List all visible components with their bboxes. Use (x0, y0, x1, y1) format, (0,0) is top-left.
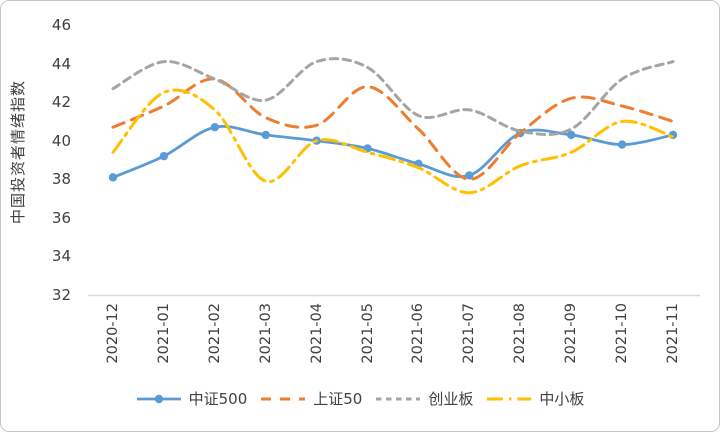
y-tick-label: 34 (51, 247, 71, 266)
y-tick-label: 44 (51, 54, 71, 73)
y-tick-label: 40 (51, 131, 71, 150)
legend-label: 创业板 (428, 390, 474, 408)
legend-item-4: 中小板 (486, 388, 584, 409)
legend-line-sample-icon (261, 397, 306, 400)
data-point-marker (108, 173, 118, 182)
y-tick-label: 46 (51, 15, 71, 34)
x-tick-label: 2021-11 (664, 303, 681, 364)
legend-item-3: 创业板 (375, 388, 473, 409)
x-tick-label: 2021-06 (410, 303, 427, 364)
legend-line-sample-icon (136, 394, 181, 403)
x-tick-label: 2021-10 (614, 303, 631, 364)
legend-line-sample-icon (376, 397, 421, 400)
y-tick-label: 38 (51, 170, 71, 189)
legend-label: 中证500 (188, 390, 248, 408)
x-tick-label: 2021-09 (563, 303, 580, 364)
data-point-marker (465, 171, 474, 180)
chart-legend: 中证500 上证50 创业板 中小板 (1, 388, 719, 409)
x-tick-label: 2021-05 (359, 303, 376, 364)
legend-line-sample-icon (487, 397, 532, 400)
x-tick-label: 2021-04 (308, 303, 325, 364)
series-line-2 (111, 77, 675, 181)
series-line-4 (111, 88, 675, 195)
x-tick-label: 2021-08 (512, 303, 529, 364)
series-line-1 (111, 125, 675, 179)
y-tick-label: 42 (51, 93, 71, 112)
legend-label: 上证50 (313, 390, 363, 408)
x-tick-label: 2021-02 (206, 303, 223, 364)
legend-item-1: 中证500 (136, 388, 248, 409)
y-tick-label: 36 (51, 208, 71, 227)
x-tick-label: 2020-12 (105, 303, 121, 364)
x-tick-label: 2021-01 (155, 303, 172, 364)
x-tick-label: 2021-07 (461, 303, 478, 364)
series-line-3 (111, 57, 675, 137)
legend-label: 中小板 (539, 390, 585, 408)
y-tick-label: 32 (51, 286, 71, 304)
data-point-marker (617, 140, 627, 149)
x-tick-label: 2021-03 (257, 303, 274, 364)
data-point-marker (159, 151, 169, 161)
data-point-marker (261, 130, 270, 140)
data-point-marker (566, 130, 576, 140)
data-point-marker (210, 123, 220, 132)
legend-item-2: 上证50 (260, 388, 362, 409)
